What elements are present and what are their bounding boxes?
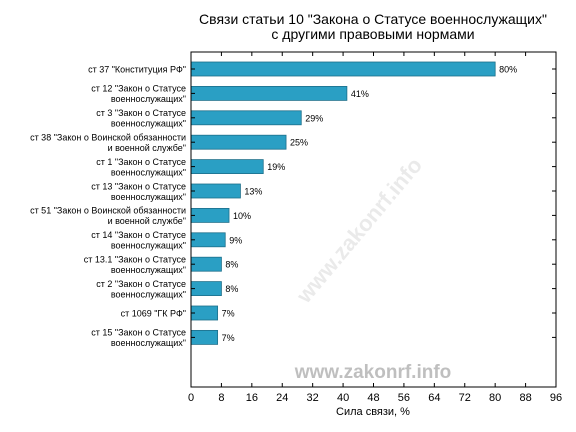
category-label: военнослужащих" xyxy=(111,265,186,275)
category-label: ст 13.1 "Закон о Статусе xyxy=(84,254,186,264)
bar-value-label: 10% xyxy=(233,211,251,221)
x-tick-label: 40 xyxy=(337,392,349,404)
bar xyxy=(190,134,287,150)
watermark-diagonal: www.zakonrf.info xyxy=(291,153,427,309)
category-label: ст 1069 "ГК РФ" xyxy=(121,309,186,319)
x-tick-label: 8 xyxy=(218,392,224,404)
x-axis-label: Сила связи, % xyxy=(336,406,410,418)
bar xyxy=(190,159,264,175)
bar xyxy=(190,281,222,297)
chart-title-line-1: Связи статьи 10 "Закона о Статусе военно… xyxy=(199,11,547,27)
chart-title-line-2: с другими правовыми нормами xyxy=(271,26,474,42)
bar-value-label: 7% xyxy=(222,309,235,319)
category-label: и военной службе" xyxy=(108,216,186,226)
bar xyxy=(190,86,348,101)
bar xyxy=(190,110,302,126)
x-tick-label: 0 xyxy=(188,392,194,404)
category-label: ст 38 "Закон о Воинской обязанности xyxy=(30,132,186,142)
category-label: ст 37 "Конституция РФ" xyxy=(88,65,186,75)
bar-value-label: 19% xyxy=(267,162,285,172)
plot-frame xyxy=(190,51,557,388)
x-tick-label: 72 xyxy=(459,392,471,404)
x-tick-label: 24 xyxy=(276,392,288,404)
bar xyxy=(190,61,496,77)
category-label: ст 15 "Закон о Статусе xyxy=(91,328,186,338)
bar-value-label: 7% xyxy=(222,333,235,343)
bar-value-label: 25% xyxy=(290,138,308,148)
bar-value-label: 8% xyxy=(225,260,238,270)
category-label: военнослужащих" xyxy=(111,241,186,251)
x-tick-label: 16 xyxy=(246,392,258,404)
category-label: ст 1 "Закон о Статусе xyxy=(96,157,186,167)
x-tick-label: 88 xyxy=(519,392,531,404)
x-tick-label: 32 xyxy=(307,392,319,404)
category-label: военнослужащих" xyxy=(111,167,186,177)
category-label: ст 2 "Закон о Статусе xyxy=(96,279,186,289)
category-label: ст 14 "Закон о Статусе xyxy=(91,230,186,240)
bar-value-label: 8% xyxy=(225,284,238,294)
bar-value-label: 80% xyxy=(499,65,517,75)
x-tick-label: 80 xyxy=(489,392,501,404)
category-label: военнослужащих" xyxy=(111,289,186,299)
bar-value-label: 41% xyxy=(351,89,369,99)
bar xyxy=(190,183,241,199)
bar-value-label: 9% xyxy=(229,235,242,245)
category-label: военнослужащих" xyxy=(111,119,186,129)
x-tick-label: 64 xyxy=(428,392,440,404)
bar xyxy=(190,207,230,223)
x-tick-label: 56 xyxy=(398,392,410,404)
bar xyxy=(190,232,226,248)
bar-value-label: 29% xyxy=(305,113,323,123)
x-tick-label: 48 xyxy=(367,392,379,404)
category-label: и военной службе" xyxy=(108,143,186,153)
category-label: ст 12 "Закон о Статусе xyxy=(91,84,186,94)
category-label: военнослужащих" xyxy=(111,192,186,202)
bar xyxy=(190,256,222,272)
x-tick-label: 96 xyxy=(550,392,562,404)
category-label: ст 51 "Закон о Воинской обязанности xyxy=(30,206,186,216)
category-label: ст 13 "Закон о Статусе xyxy=(91,181,186,191)
category-label: ст 3 "Закон о Статусе xyxy=(96,108,186,118)
category-label: военнослужащих" xyxy=(111,338,186,348)
bar-value-label: 13% xyxy=(244,187,262,197)
watermark-text: www.zakonrf.info xyxy=(294,362,452,383)
bars-layer: 80% ст 37 "Конституция РФ" 41% ст 12 "Закон… xyxy=(30,61,517,348)
x-axis-ticks: 0 8 16 24 32 40 48 56 64 72 80 88 96 xyxy=(188,52,562,404)
category-label: военнослужащих" xyxy=(111,94,186,104)
